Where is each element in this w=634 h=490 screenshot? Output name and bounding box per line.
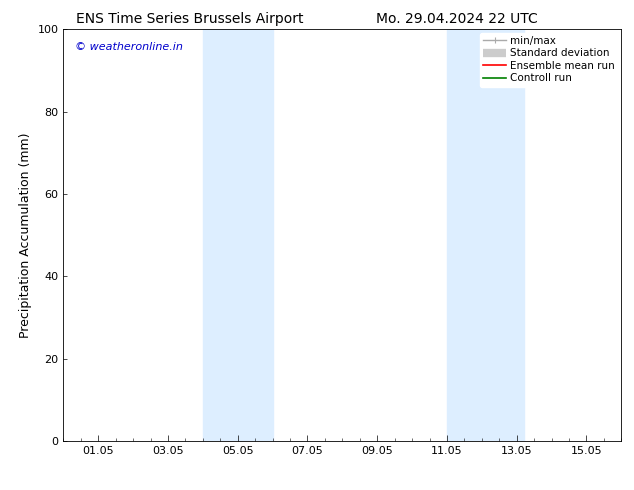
Text: Mo. 29.04.2024 22 UTC: Mo. 29.04.2024 22 UTC xyxy=(375,12,538,26)
Legend: min/max, Standard deviation, Ensemble mean run, Controll run: min/max, Standard deviation, Ensemble me… xyxy=(480,32,618,87)
Text: ENS Time Series Brussels Airport: ENS Time Series Brussels Airport xyxy=(77,12,304,26)
Bar xyxy=(203,29,273,441)
Bar xyxy=(447,29,524,441)
Text: © weatheronline.in: © weatheronline.in xyxy=(75,42,183,52)
Y-axis label: Precipitation Accumulation (mm): Precipitation Accumulation (mm) xyxy=(19,132,32,338)
